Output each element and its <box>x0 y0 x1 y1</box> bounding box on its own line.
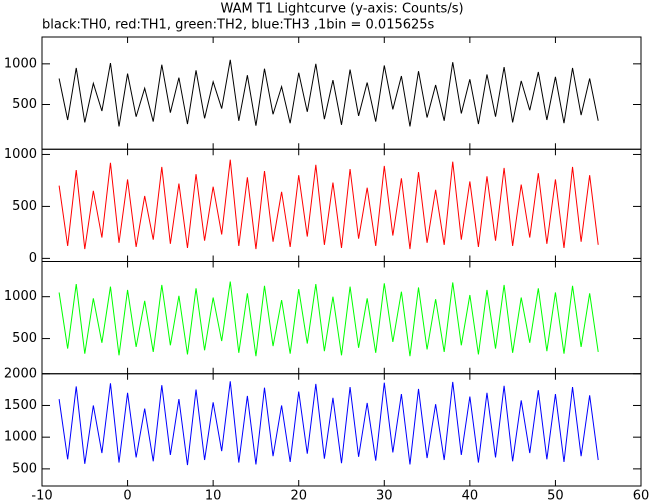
x-tick-label: 30 <box>376 489 393 504</box>
y-tick-label: 1000 <box>4 430 37 445</box>
light-curve <box>58 59 599 127</box>
light-curve <box>58 159 599 250</box>
x-tick-label: 50 <box>547 489 564 504</box>
panel-frame <box>41 373 642 487</box>
y-tick-label: 500 <box>12 199 37 214</box>
y-tick-label: 0 <box>29 251 37 266</box>
x-tick-label: 60 <box>633 489 650 504</box>
chart-title: WAM T1 Lightcurve (y-axis: Counts/s) <box>220 2 463 17</box>
x-tick-label: 10 <box>205 489 222 504</box>
light-curve <box>58 381 599 466</box>
chart-subtitle: black:TH0, red:TH1, green:TH2, blue:TH3 … <box>42 18 435 33</box>
y-tick-label: 1000 <box>4 147 37 162</box>
x-tick-label: 20 <box>290 489 307 504</box>
y-tick-label: 1000 <box>4 56 37 71</box>
x-tick-label: 40 <box>462 489 479 504</box>
y-tick-label: 1000 <box>4 289 37 304</box>
y-tick-label: 500 <box>12 461 37 476</box>
light-curve <box>58 281 599 357</box>
y-tick-label: 500 <box>12 97 37 112</box>
x-tick-label: 0 <box>123 489 131 504</box>
x-tick-label: -10 <box>31 489 52 504</box>
y-tick-label: 1500 <box>4 398 37 413</box>
y-tick-label: 2000 <box>4 366 37 381</box>
y-tick-label: 500 <box>12 331 37 346</box>
